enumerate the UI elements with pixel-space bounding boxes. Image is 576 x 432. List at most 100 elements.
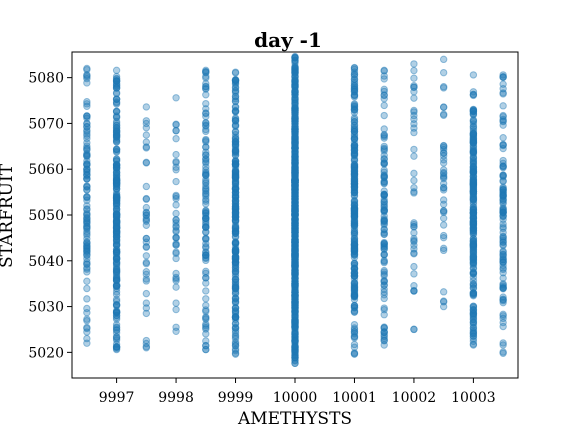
data-point bbox=[291, 204, 299, 212]
data-point bbox=[350, 240, 359, 248]
data-point bbox=[291, 249, 299, 257]
data-point bbox=[231, 313, 240, 321]
data-point bbox=[231, 134, 240, 143]
data-point bbox=[112, 196, 121, 205]
data-point bbox=[291, 212, 299, 220]
data-point bbox=[231, 117, 240, 125]
data-point bbox=[142, 143, 151, 151]
data-point bbox=[291, 201, 299, 209]
data-point bbox=[231, 159, 240, 167]
data-point bbox=[202, 171, 210, 180]
data-point bbox=[112, 344, 121, 353]
data-point bbox=[231, 160, 240, 168]
data-point bbox=[231, 115, 240, 123]
data-point bbox=[350, 261, 359, 270]
data-point bbox=[291, 217, 299, 225]
data-point bbox=[142, 211, 151, 219]
data-point bbox=[291, 247, 299, 255]
data-point bbox=[112, 237, 121, 245]
data-point bbox=[202, 295, 210, 303]
data-point bbox=[350, 226, 359, 235]
data-point bbox=[350, 201, 359, 210]
data-point bbox=[231, 159, 240, 168]
data-point bbox=[291, 76, 299, 85]
data-point bbox=[112, 345, 121, 354]
data-point bbox=[142, 216, 151, 224]
data-point bbox=[291, 211, 299, 219]
data-point bbox=[291, 189, 299, 198]
data-point bbox=[112, 179, 121, 187]
data-point bbox=[291, 263, 299, 271]
data-point bbox=[202, 125, 210, 134]
data-point bbox=[172, 157, 180, 166]
data-point bbox=[291, 317, 299, 325]
data-point bbox=[291, 351, 299, 360]
data-point bbox=[291, 292, 299, 300]
data-point bbox=[231, 289, 240, 297]
data-point bbox=[112, 89, 121, 98]
data-point bbox=[350, 102, 359, 111]
data-point bbox=[291, 276, 299, 285]
data-point bbox=[291, 224, 299, 232]
data-point bbox=[291, 232, 299, 240]
data-point bbox=[231, 172, 240, 181]
data-point bbox=[231, 149, 240, 158]
data-point bbox=[83, 151, 91, 160]
data-point bbox=[112, 343, 121, 351]
data-point bbox=[231, 267, 240, 276]
data-point bbox=[291, 209, 299, 218]
data-point bbox=[291, 167, 299, 176]
data-point bbox=[291, 143, 299, 152]
data-point bbox=[291, 203, 299, 211]
data-point bbox=[291, 311, 299, 320]
data-point bbox=[202, 74, 210, 82]
data-point bbox=[291, 171, 299, 179]
data-point bbox=[112, 175, 121, 183]
data-point bbox=[410, 60, 418, 68]
data-point bbox=[231, 107, 240, 115]
data-point bbox=[231, 223, 240, 231]
data-point bbox=[231, 313, 240, 322]
data-point bbox=[83, 205, 91, 214]
data-point bbox=[291, 288, 299, 297]
data-point bbox=[350, 285, 359, 293]
data-point bbox=[83, 224, 91, 233]
data-point bbox=[291, 88, 299, 97]
data-point bbox=[291, 241, 299, 249]
data-point bbox=[350, 242, 359, 251]
data-point bbox=[202, 112, 210, 121]
data-point bbox=[112, 163, 121, 172]
data-point bbox=[291, 219, 299, 227]
data-point bbox=[499, 318, 507, 327]
data-point bbox=[112, 196, 121, 205]
data-point bbox=[231, 297, 240, 305]
data-point bbox=[291, 337, 299, 345]
data-point bbox=[142, 119, 151, 128]
data-point bbox=[499, 121, 507, 129]
data-point bbox=[112, 297, 121, 305]
data-point bbox=[439, 288, 448, 296]
data-point bbox=[291, 224, 299, 232]
data-point bbox=[291, 114, 299, 123]
data-point bbox=[202, 178, 210, 186]
data-point bbox=[83, 249, 91, 257]
data-point bbox=[291, 299, 299, 307]
data-point bbox=[350, 349, 359, 358]
data-point bbox=[350, 135, 359, 143]
data-point bbox=[350, 220, 359, 228]
data-point bbox=[291, 209, 299, 217]
data-point bbox=[112, 308, 121, 317]
data-point bbox=[231, 86, 240, 95]
data-point bbox=[291, 295, 299, 304]
data-point bbox=[291, 247, 299, 256]
data-point bbox=[231, 340, 240, 348]
data-point bbox=[231, 229, 240, 237]
data-point bbox=[83, 151, 91, 159]
data-point bbox=[172, 94, 180, 102]
data-point bbox=[112, 275, 121, 283]
data-point bbox=[291, 226, 299, 235]
data-point bbox=[142, 203, 151, 212]
data-point bbox=[291, 123, 299, 131]
data-point bbox=[231, 210, 240, 219]
data-point bbox=[291, 125, 299, 133]
